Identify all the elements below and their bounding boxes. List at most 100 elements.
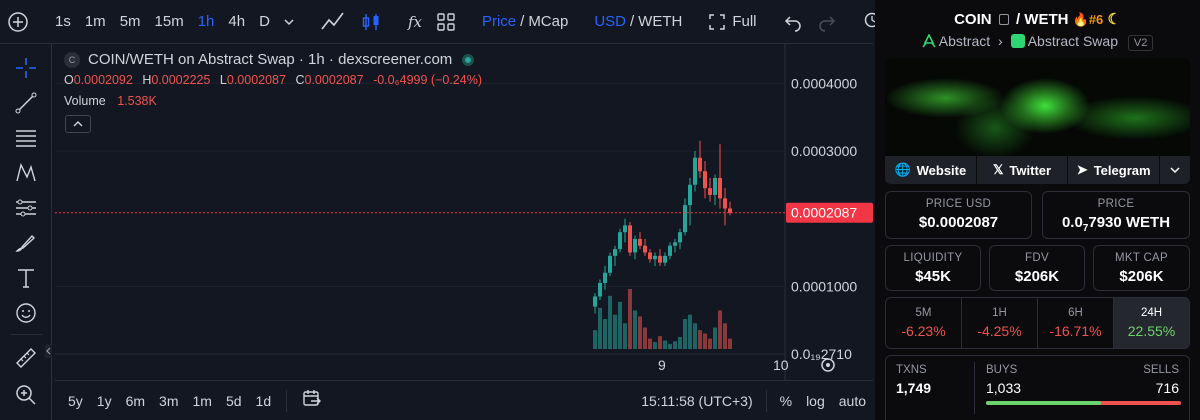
log-scale-button[interactable]: log [806, 392, 825, 409]
price-native-value: 0.077930 WETH [1043, 214, 1189, 234]
candle-body [723, 198, 727, 209]
range-1y[interactable]: 1y [96, 392, 112, 409]
tf-value: -4.25% [977, 323, 1022, 339]
undo-button[interactable] [776, 0, 810, 44]
emoji-tool[interactable] [12, 299, 40, 327]
tab-5m[interactable]: 5M -6.23% [886, 298, 962, 348]
range-5d[interactable]: 5d [225, 392, 242, 409]
range-6m[interactable]: 6m [125, 392, 146, 409]
forecast-tool[interactable] [12, 194, 40, 222]
range-5y[interactable]: 5y [68, 392, 83, 409]
chart-legend: C COIN/WETH on Abstract Swap · 1h · dexs… [64, 51, 475, 68]
more-links-button[interactable] [1160, 156, 1190, 184]
buy-sell-ratio-bar [986, 401, 1181, 405]
usd-weth-toggle[interactable]: USD / WETH [587, 0, 689, 44]
drawing-toolbar [0, 44, 52, 420]
price-mcap-toggle[interactable]: Price / MCap [475, 0, 575, 44]
trendline-tool[interactable] [12, 89, 40, 117]
volume-bar [638, 316, 642, 349]
price-option[interactable]: Price [481, 13, 517, 30]
candle-body [648, 252, 652, 260]
goto-date-button[interactable] [295, 389, 329, 412]
auto-scale-button[interactable]: auto [838, 392, 866, 409]
fib-tool[interactable] [12, 124, 40, 152]
weth-option[interactable]: WETH [638, 13, 683, 30]
candle-body [643, 245, 647, 253]
volume-bar [698, 330, 702, 349]
text-tool[interactable] [12, 264, 40, 292]
price-native-card: PRICE 0.077930 WETH [1042, 191, 1190, 239]
interval-5m[interactable]: 5m [119, 13, 141, 30]
tab-1h[interactable]: 1H -4.25% [962, 298, 1038, 348]
candle-body [613, 249, 617, 256]
usd-option[interactable]: USD [594, 13, 626, 30]
add-symbol-button[interactable] [0, 0, 36, 44]
volume-bar [623, 323, 627, 349]
price-axis[interactable]: 0.0004000 0.0003000 0.0001000 0.0₁₉2710 0.00… [786, 75, 873, 362]
interval-1m[interactable]: 1m [84, 13, 106, 30]
price-usd-card: PRICE USD $0.0002087 [885, 191, 1032, 239]
interval-d[interactable]: D [259, 13, 270, 30]
tab-24h[interactable]: 24H 22.55% [1114, 298, 1189, 348]
legend-collapse-button[interactable] [65, 115, 91, 133]
price-chart[interactable]: 0.0004000 0.0003000 0.0001000 0.0₁₉2710 0.00… [55, 44, 873, 380]
layouts-button[interactable] [429, 0, 463, 44]
indicators-button[interactable]: fx [401, 0, 429, 44]
redo-button[interactable] [810, 0, 844, 44]
abstract-chain-icon [922, 34, 936, 48]
volume-readout: Volume 1.538K [64, 94, 157, 108]
time-readout[interactable]: 15:11:58 (UTC+3) [641, 392, 753, 409]
tf-label: 6H [1068, 307, 1083, 319]
interval-1h[interactable]: 1h [197, 13, 215, 30]
chart-area[interactable]: 0.0004000 0.0003000 0.0001000 0.0₁₉2710 0.00… [55, 44, 873, 420]
range-3m[interactable]: 3m [159, 392, 179, 409]
candles-chart-button[interactable] [353, 0, 389, 44]
globe-icon: 🌐 [894, 162, 911, 177]
last-price-tag [786, 202, 873, 223]
fullscreen-button[interactable]: Full [701, 0, 763, 44]
market-status-icon [462, 53, 475, 66]
pair-quote: WETH [1024, 11, 1069, 28]
line-chart-button[interactable] [313, 0, 353, 44]
candle-body [658, 255, 662, 263]
crosshair-tool[interactable] [12, 54, 40, 82]
zoom-tool[interactable] [12, 381, 40, 409]
buys-value: 1,033 [986, 380, 1022, 396]
mcap-option[interactable]: MCap [528, 13, 569, 30]
interval-15m[interactable]: 15m [154, 13, 184, 30]
range-1d[interactable]: 1d [255, 392, 272, 409]
panel-collapse-handle[interactable] [45, 344, 52, 358]
dex-name[interactable]: Abstract Swap [1027, 33, 1118, 49]
fire-icon: 🔥 [1072, 12, 1089, 27]
percent-scale-button[interactable]: % [779, 392, 793, 409]
telegram-link[interactable]: ➤ Telegram [1068, 156, 1161, 184]
copy-icon[interactable] [998, 14, 1009, 25]
interval-1s[interactable]: 1s [55, 13, 71, 30]
interval-dropdown-button[interactable] [277, 0, 301, 44]
candle-body [698, 157, 702, 172]
trending-rank: #6 [1088, 12, 1104, 27]
gear-hub [826, 363, 830, 367]
pattern-tool[interactable] [12, 159, 40, 187]
buy-ratio-fill [986, 401, 1102, 405]
measure-tool[interactable] [12, 344, 40, 372]
toolbar-divider [765, 389, 767, 412]
chain-name[interactable]: Abstract [938, 33, 991, 49]
fdv-label: FDV [1025, 252, 1049, 264]
twitter-link[interactable]: 𝕏 Twitter [977, 156, 1069, 184]
pair-slash: / [1015, 11, 1021, 28]
moon-icon: ☾ [1107, 11, 1121, 28]
range-1m[interactable]: 1m [192, 392, 212, 409]
tab-6h[interactable]: 6H -16.71% [1038, 298, 1114, 348]
candle-body [713, 178, 717, 195]
website-label: Website [916, 162, 967, 178]
dex-icon [1010, 34, 1025, 48]
time-tick-label: 9 [658, 357, 666, 373]
website-link[interactable]: 🌐 Website [885, 156, 977, 184]
brush-tool[interactable] [12, 229, 40, 257]
pattern-icon [16, 162, 36, 182]
interval-4h[interactable]: 4h [228, 13, 246, 30]
mktcap-card: MKT CAP $206K [1093, 245, 1190, 291]
redo-icon [818, 15, 835, 32]
time-axis[interactable]: 9 10 [658, 357, 835, 373]
